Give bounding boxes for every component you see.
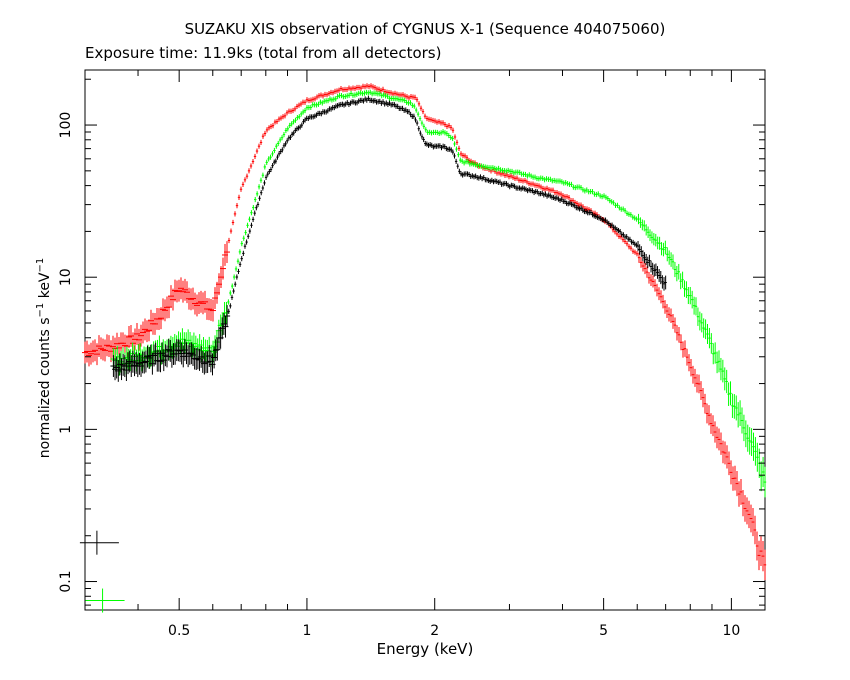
x-tick-label: 2 xyxy=(430,623,439,639)
y-axis-label-sup1: −1 xyxy=(35,302,47,318)
x-tick-label: 10 xyxy=(722,623,740,639)
series-0 xyxy=(82,83,767,581)
y-axis-label-part1: normalized counts s xyxy=(36,317,53,459)
marker-0 xyxy=(79,530,119,555)
y-axis-label-sup2: −1 xyxy=(35,257,47,273)
chart-title: SUZAKU XIS observation of CYGNUS X-1 (Se… xyxy=(184,20,666,38)
x-axis-label: Energy (keV) xyxy=(376,640,474,658)
series-2 xyxy=(110,95,667,382)
series-1 xyxy=(110,89,767,498)
y-tick-label: 100 xyxy=(58,112,74,139)
y-axis-label: normalized counts s−1 keV−1 xyxy=(35,258,53,459)
x-tick-label: 5 xyxy=(599,623,608,639)
plot-frame xyxy=(84,69,766,611)
x-tick-label: 0.5 xyxy=(168,623,190,639)
chart-subtitle: Exposure time: 11.9ks (total from all de… xyxy=(85,44,442,62)
y-tick-label: 10 xyxy=(58,268,74,286)
x-tick-label: 1 xyxy=(302,623,311,639)
y-axis-label-part2: keV xyxy=(36,272,53,303)
marker-1 xyxy=(85,588,125,613)
y-tick-label: 0.1 xyxy=(58,570,74,592)
y-tick-label: 1 xyxy=(58,425,74,434)
